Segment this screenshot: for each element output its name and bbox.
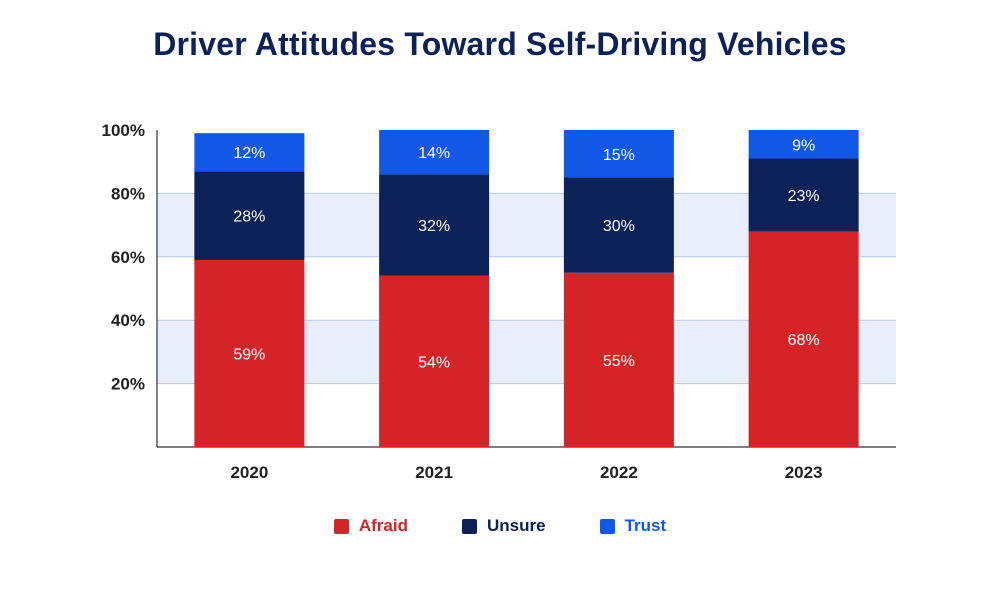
data-label-afraid-2022: 55% (603, 353, 635, 370)
legend-swatch-trust (599, 518, 615, 534)
x-tick-label: 2021 (415, 463, 453, 482)
bar-unsure-2022 (563, 177, 674, 273)
y-tick-label: 60% (111, 248, 145, 267)
labels: 59% 28% 12% 2020 54% 32% 14% 2021 55% 30% 15% 2022 6… (230, 137, 822, 482)
data-label-trust-2022: 15% (603, 147, 635, 164)
data-label-unsure-2021: 32% (418, 218, 450, 235)
data-label-unsure-2020: 28% (233, 209, 265, 226)
legend-label-unsure: Unsure (486, 516, 546, 535)
bar-trust-2023 (748, 130, 859, 159)
y-tick-label: 20% (111, 375, 145, 394)
bars (194, 130, 859, 447)
bar-afraid-2023 (748, 231, 859, 447)
data-label-trust-2020: 12% (233, 145, 265, 162)
bar-unsure-2020 (194, 171, 305, 260)
bar-afraid-2022 (563, 272, 674, 447)
chart-title: Driver Attitudes Toward Self-Driving Veh… (153, 26, 847, 62)
bar-unsure-2021 (379, 174, 490, 276)
bar-trust-2022 (563, 130, 674, 178)
data-label-unsure-2023: 23% (788, 188, 820, 205)
y-tick-label: 80% (111, 184, 145, 203)
legend-label-afraid: Afraid (358, 516, 408, 535)
data-label-afraid-2021: 54% (418, 354, 450, 371)
data-label-trust-2021: 14% (418, 145, 450, 162)
data-label-unsure-2022: 30% (603, 218, 635, 235)
y-tick-label: 100% (102, 121, 145, 140)
legend-item-unsure: Unsure (461, 516, 546, 536)
legend-swatch-unsure (461, 518, 477, 534)
legend-item-afraid: Afraid (333, 516, 408, 536)
data-label-afraid-2023: 68% (788, 332, 820, 349)
data-label-afraid-2020: 59% (233, 346, 265, 363)
bar-trust-2021 (379, 130, 490, 175)
bar-unsure-2023 (748, 158, 859, 232)
x-tick-label: 2022 (600, 463, 638, 482)
legend: Afraid Unsure Trust (0, 516, 1000, 536)
legend-swatch-afraid (333, 518, 349, 534)
legend-label-trust: Trust (624, 516, 667, 535)
bar-afraid-2021 (379, 275, 490, 447)
y-tick-label: 40% (111, 311, 145, 330)
x-tick-label: 2020 (230, 463, 268, 482)
bar-trust-2020 (194, 133, 305, 172)
bar-afraid-2020 (194, 259, 305, 447)
data-label-trust-2023: 9% (792, 137, 815, 154)
legend-item-trust: Trust (599, 516, 667, 536)
x-tick-label: 2023 (785, 463, 823, 482)
